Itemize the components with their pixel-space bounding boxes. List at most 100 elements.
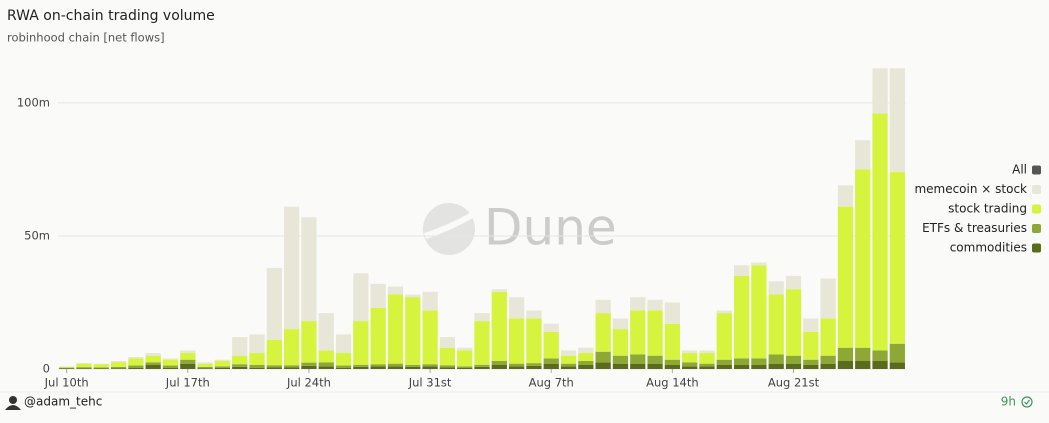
bar-segment bbox=[197, 368, 213, 369]
bar-segment bbox=[59, 366, 75, 367]
bar-segment bbox=[508, 363, 525, 367]
bar-segment bbox=[76, 367, 92, 369]
bar-segment bbox=[387, 286, 404, 295]
bar-segment bbox=[803, 359, 819, 366]
bar-segment bbox=[405, 297, 421, 366]
bar-segment bbox=[716, 310, 732, 314]
x-tick-label: Jul 24th bbox=[286, 376, 331, 390]
bar-segment bbox=[422, 310, 438, 365]
bar-segment bbox=[647, 310, 663, 356]
bar-segment bbox=[526, 363, 542, 366]
bar-segment bbox=[76, 368, 92, 369]
bar-segment bbox=[232, 337, 248, 356]
bar-segment bbox=[249, 365, 265, 368]
bar-segment bbox=[59, 368, 75, 369]
x-tick-label: Aug 7th bbox=[529, 376, 574, 390]
bar-segment bbox=[889, 343, 905, 363]
bar-segment bbox=[837, 185, 854, 207]
author: @adam_tehc bbox=[24, 395, 102, 409]
legend-label: All bbox=[1012, 163, 1027, 177]
bar-segment bbox=[543, 323, 559, 332]
bar-segment bbox=[76, 363, 92, 368]
bar-segment bbox=[733, 275, 750, 359]
bar-segment bbox=[630, 363, 646, 369]
bar-segment bbox=[162, 358, 179, 360]
bar-segment bbox=[457, 350, 473, 367]
bar-segment bbox=[370, 283, 386, 308]
bar-segment bbox=[630, 297, 646, 311]
bar-segment bbox=[439, 367, 456, 369]
bar-segment bbox=[664, 302, 680, 324]
bar-segment bbox=[301, 321, 317, 363]
bar-segment bbox=[145, 355, 161, 363]
bar-segment bbox=[405, 294, 421, 298]
bar-segment bbox=[457, 347, 473, 351]
bar-segment bbox=[491, 291, 507, 362]
bar-segment bbox=[751, 265, 767, 359]
bar-segment bbox=[820, 318, 836, 356]
bar-segment bbox=[785, 289, 802, 356]
bar-segment bbox=[647, 355, 663, 364]
x-tick-label: Jul 31st bbox=[408, 376, 452, 390]
bar-segment bbox=[560, 363, 577, 367]
bar-segment bbox=[751, 365, 767, 369]
bar-segment bbox=[110, 366, 127, 369]
bar-segment bbox=[508, 318, 525, 364]
legend-swatch bbox=[1032, 165, 1041, 175]
bar-segment bbox=[439, 347, 456, 366]
bar-segment bbox=[578, 361, 594, 366]
bar-segment bbox=[491, 361, 507, 366]
bar-segment bbox=[491, 365, 507, 369]
bar-segment bbox=[93, 363, 109, 365]
legend-label: stock trading bbox=[948, 202, 1027, 216]
bar-segment bbox=[284, 367, 300, 369]
bar-segment bbox=[284, 329, 300, 366]
bar-segment bbox=[733, 265, 750, 276]
bar-segment bbox=[180, 350, 196, 354]
bar-segment bbox=[595, 362, 611, 369]
bar-segment bbox=[145, 353, 161, 356]
bar-segment bbox=[266, 339, 282, 366]
bar-segment bbox=[405, 366, 421, 369]
bar-segment bbox=[249, 353, 265, 366]
bar-segment bbox=[335, 367, 352, 369]
bar-segment bbox=[560, 366, 577, 369]
x-tick-label: Jul 10th bbox=[44, 376, 89, 390]
bar-segment bbox=[128, 357, 144, 359]
bar-segment bbox=[578, 353, 594, 362]
legend-swatch bbox=[1032, 185, 1041, 194]
bar-segment bbox=[543, 358, 559, 364]
x-tick-label: Aug 21st bbox=[768, 376, 820, 390]
bar-segment bbox=[578, 347, 594, 354]
bar-segment bbox=[301, 365, 317, 369]
bar-segment bbox=[335, 365, 352, 368]
bar-segment bbox=[457, 366, 473, 368]
bar-segment bbox=[249, 334, 265, 354]
bar-segment bbox=[855, 169, 871, 348]
bar-segment bbox=[630, 354, 646, 364]
bar-segment bbox=[232, 366, 248, 369]
bar-segment bbox=[439, 337, 456, 348]
bar-segment bbox=[110, 362, 127, 367]
y-tick-label: 0 bbox=[43, 362, 50, 376]
bar-segment bbox=[180, 363, 196, 369]
bar-segment bbox=[682, 353, 698, 363]
bar-segment bbox=[508, 297, 525, 319]
legend-label: memecoin × stock bbox=[914, 182, 1027, 196]
bar-segment bbox=[474, 366, 490, 369]
bar-segment bbox=[318, 366, 334, 369]
bar-segment bbox=[180, 359, 196, 364]
bar-segment bbox=[595, 313, 611, 352]
bar-segment bbox=[491, 289, 507, 292]
watermark: Dune bbox=[484, 199, 617, 257]
bar-segment bbox=[855, 361, 871, 369]
bar-segment bbox=[370, 366, 386, 369]
bar-segment bbox=[370, 364, 386, 367]
bar-segment bbox=[889, 68, 905, 173]
bar-segment bbox=[284, 365, 300, 368]
bar-segment bbox=[353, 321, 369, 365]
bar-segment bbox=[526, 318, 542, 364]
bar-segment bbox=[422, 366, 438, 369]
